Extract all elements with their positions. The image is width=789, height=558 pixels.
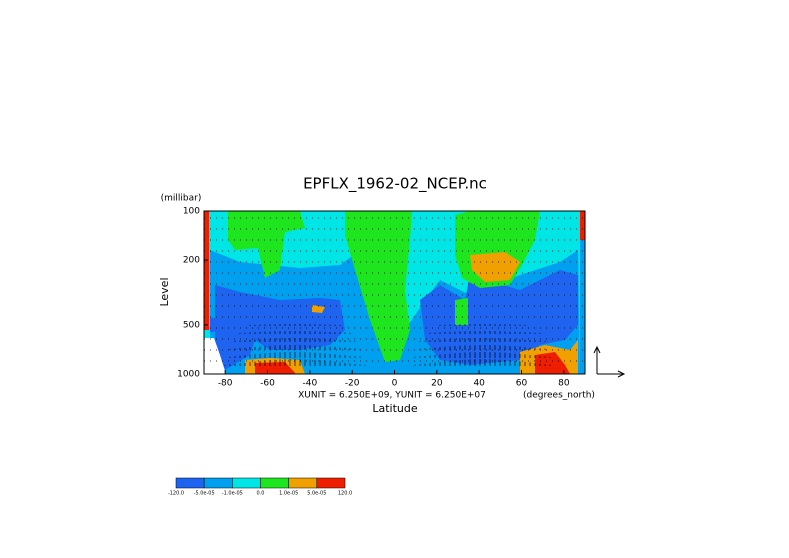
- y-tick-label: 200: [183, 256, 200, 266]
- y-unit-label: (millibar): [161, 194, 202, 204]
- colorbar-label: -1.0e-05: [222, 491, 243, 497]
- colorbar-label: 1.0e-05: [279, 491, 298, 497]
- contour-region: [535, 352, 570, 374]
- colorbar-box: [175, 477, 205, 489]
- colorbar-box: [316, 477, 346, 489]
- y-tick-label: 500: [183, 320, 200, 330]
- y-tick-label: 1000: [177, 370, 200, 380]
- vector-field: [204, 217, 585, 366]
- x-tick-label: 60: [516, 379, 528, 389]
- x-tick-label: -80: [218, 379, 233, 389]
- y-axis-label: Level: [158, 277, 171, 306]
- colorbar-label: 0.0: [257, 491, 265, 497]
- x-tick-label: -40: [302, 379, 317, 389]
- contour-region: [345, 211, 412, 362]
- colorbar-box: [288, 477, 318, 489]
- contour-region: [455, 298, 468, 325]
- colorbar-label: -120.0: [168, 491, 184, 497]
- x-tick-label: -20: [345, 379, 360, 389]
- reference-vector: [593, 345, 626, 378]
- vector-scale-label: XUNIT = 6.250E+09, YUNIT = 6.250E+07: [298, 391, 486, 401]
- colorbar-box: [260, 477, 289, 489]
- contour-region: [470, 252, 520, 282]
- colorbar-box: [203, 477, 233, 489]
- contour-region: [204, 211, 209, 330]
- contour-field: [204, 211, 585, 374]
- x-axis-label: Latitude: [372, 402, 418, 415]
- contour-region: [580, 240, 585, 374]
- colorbar-label: 5.0e-05: [307, 491, 326, 497]
- colorbar-label: -5.0e-05: [194, 491, 215, 497]
- contour-region: [580, 211, 585, 240]
- x-tick-label: 20: [431, 379, 443, 389]
- contour-region: [420, 270, 578, 365]
- x-tick-label: 40: [473, 379, 485, 389]
- x-unit-label: (degrees_north): [523, 391, 595, 401]
- x-tick-label: 80: [558, 379, 570, 389]
- x-tick-label: -60: [260, 379, 275, 389]
- colorbar-label: 120.0: [338, 491, 352, 497]
- contour-region: [312, 305, 325, 313]
- contour-region: [228, 211, 305, 278]
- contour-region: [210, 318, 245, 332]
- colorbar-box: [232, 477, 261, 489]
- y-tick-label: 100: [183, 207, 200, 217]
- x-tick-label: 0: [392, 379, 398, 389]
- chart-title: EPFLX_1962-02_NCEP.nc: [303, 175, 487, 194]
- missing-region: [204, 338, 226, 374]
